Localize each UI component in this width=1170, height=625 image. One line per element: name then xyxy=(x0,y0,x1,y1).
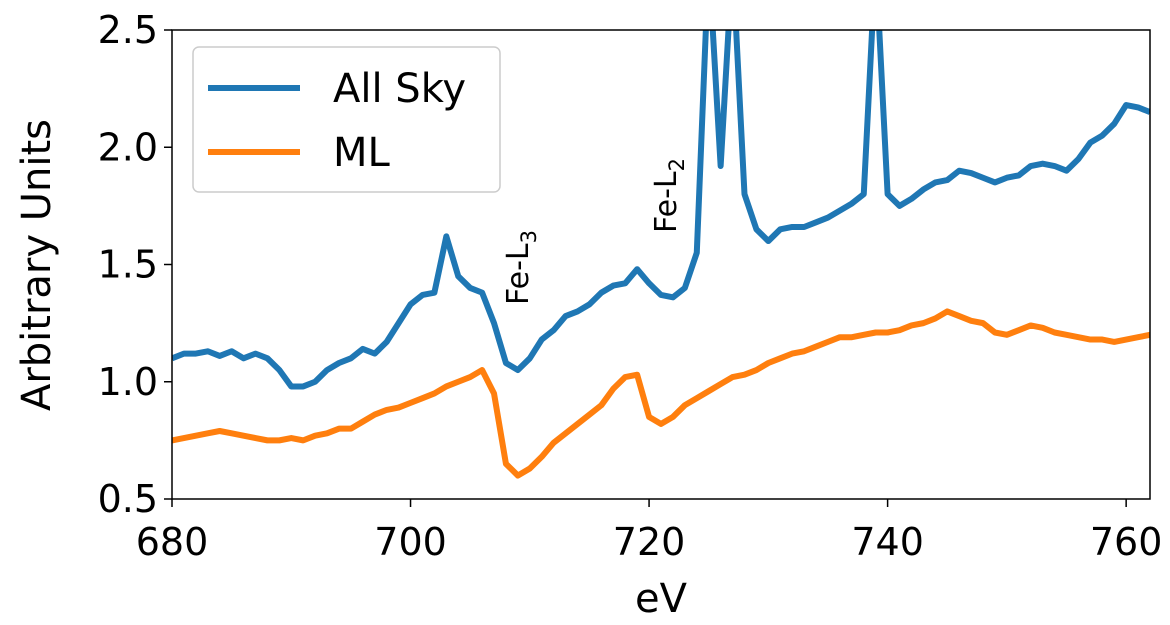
plot-area xyxy=(172,30,1150,479)
y-tick-label: 1.0 xyxy=(98,360,158,404)
annotation: Fe-L2 xyxy=(649,158,689,233)
x-tick-label: 680 xyxy=(136,520,209,564)
annotation: Fe-L3 xyxy=(501,230,541,305)
x-axis-label: eV xyxy=(635,576,688,621)
legend-label: ML xyxy=(333,130,391,176)
series-line xyxy=(172,30,1150,390)
series-line xyxy=(172,308,1150,479)
legend-box xyxy=(192,46,501,193)
legend-label: All Sky xyxy=(333,66,466,112)
annotation-text: Fe-L xyxy=(649,171,684,233)
y-tick-label: 0.5 xyxy=(98,477,158,521)
annotation-subscript: 3 xyxy=(517,230,541,243)
x-tick-label: 760 xyxy=(1090,520,1163,564)
y-tick-label: 1.5 xyxy=(98,243,158,287)
y-axis-label: Arbitrary Units xyxy=(14,119,60,411)
y-tick-label: 2.5 xyxy=(98,8,158,52)
x-tick-label: 740 xyxy=(851,520,924,564)
x-tick-label: 720 xyxy=(613,520,686,564)
annotation-text: Fe-L xyxy=(501,243,536,305)
x-tick-label: 700 xyxy=(374,520,447,564)
y-tick-label: 2.0 xyxy=(98,125,158,169)
annotation-subscript: 2 xyxy=(665,158,689,171)
